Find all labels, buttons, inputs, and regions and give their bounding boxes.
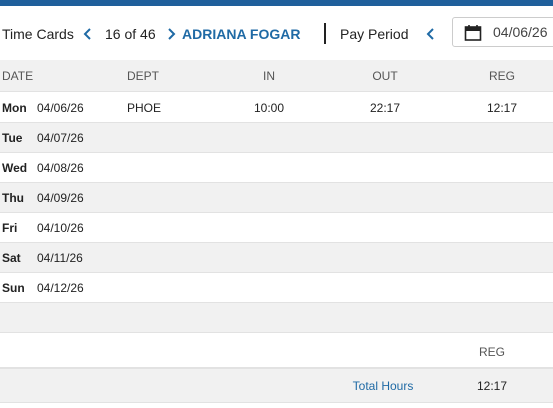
day-row: Mon 04/06/26 PHOE 10:00 22:17 12:17 bbox=[0, 93, 553, 123]
date-cell: 04/11/26 bbox=[37, 251, 83, 265]
day-row: Tue 04/07/26 bbox=[0, 123, 553, 153]
date-input[interactable]: 04/06/26 bbox=[452, 17, 553, 47]
day-row: Thu 04/09/26 bbox=[0, 183, 553, 213]
divider bbox=[324, 23, 326, 44]
total-label: Total Hours bbox=[352, 379, 414, 393]
employee-name[interactable]: ADRIANA FOGAR bbox=[182, 26, 301, 42]
top-bar bbox=[0, 0, 553, 6]
day-row: Sun 04/12/26 bbox=[0, 273, 553, 303]
day-row: Fri 04/10/26 bbox=[0, 213, 553, 243]
column-header: REG bbox=[488, 69, 516, 83]
prev-period-button[interactable] bbox=[425, 27, 437, 41]
date-cell: 04/12/26 bbox=[37, 281, 84, 295]
pay-period-label: Pay Period bbox=[340, 26, 409, 42]
column-header: IN bbox=[263, 69, 275, 83]
in-cell: 10:00 bbox=[253, 101, 285, 115]
day-cell: Mon bbox=[2, 101, 27, 115]
summary-header-row: REG bbox=[0, 333, 553, 369]
spacer-row bbox=[0, 303, 553, 333]
page-title: Time Cards bbox=[2, 26, 74, 42]
total-row: Total Hours 12:17 bbox=[0, 369, 553, 403]
time-table: DATE DEPT IN OUT REG Mon 04/06/26 PHOE 10:00 22:1… bbox=[0, 60, 553, 408]
day-cell: Wed bbox=[2, 161, 28, 175]
pager: 16 of 46 bbox=[105, 26, 156, 42]
date-cell: 04/07/26 bbox=[37, 131, 84, 145]
calendar-icon bbox=[464, 25, 482, 41]
column-header: DATE bbox=[2, 69, 34, 83]
day-cell: Fri bbox=[2, 221, 18, 235]
next-button[interactable] bbox=[165, 27, 177, 41]
summary-column: REG bbox=[478, 345, 506, 359]
reg-cell: 12:17 bbox=[486, 101, 518, 115]
day-cell: Tue bbox=[2, 131, 23, 145]
date-cell: 04/10/26 bbox=[37, 221, 84, 235]
header-row: DATE DEPT IN OUT REG bbox=[0, 60, 553, 92]
total-value: 12:17 bbox=[476, 379, 508, 393]
day-cell: Sun bbox=[2, 281, 25, 295]
column-header: OUT bbox=[372, 69, 398, 83]
date-value: 04/06/26 bbox=[493, 24, 548, 40]
prev-button[interactable] bbox=[82, 27, 94, 41]
dept-cell: PHOE bbox=[127, 101, 162, 115]
out-cell: 22:17 bbox=[369, 101, 401, 115]
date-cell: 04/08/26 bbox=[37, 161, 84, 175]
day-cell: Thu bbox=[2, 191, 24, 205]
day-cell: Sat bbox=[2, 251, 21, 265]
column-header: DEPT bbox=[127, 69, 160, 83]
date-cell: 04/09/26 bbox=[37, 191, 84, 205]
day-row: Sat 04/11/26 bbox=[0, 243, 553, 273]
date-cell: 04/06/26 bbox=[37, 101, 84, 115]
day-row: Wed 04/08/26 bbox=[0, 153, 553, 183]
